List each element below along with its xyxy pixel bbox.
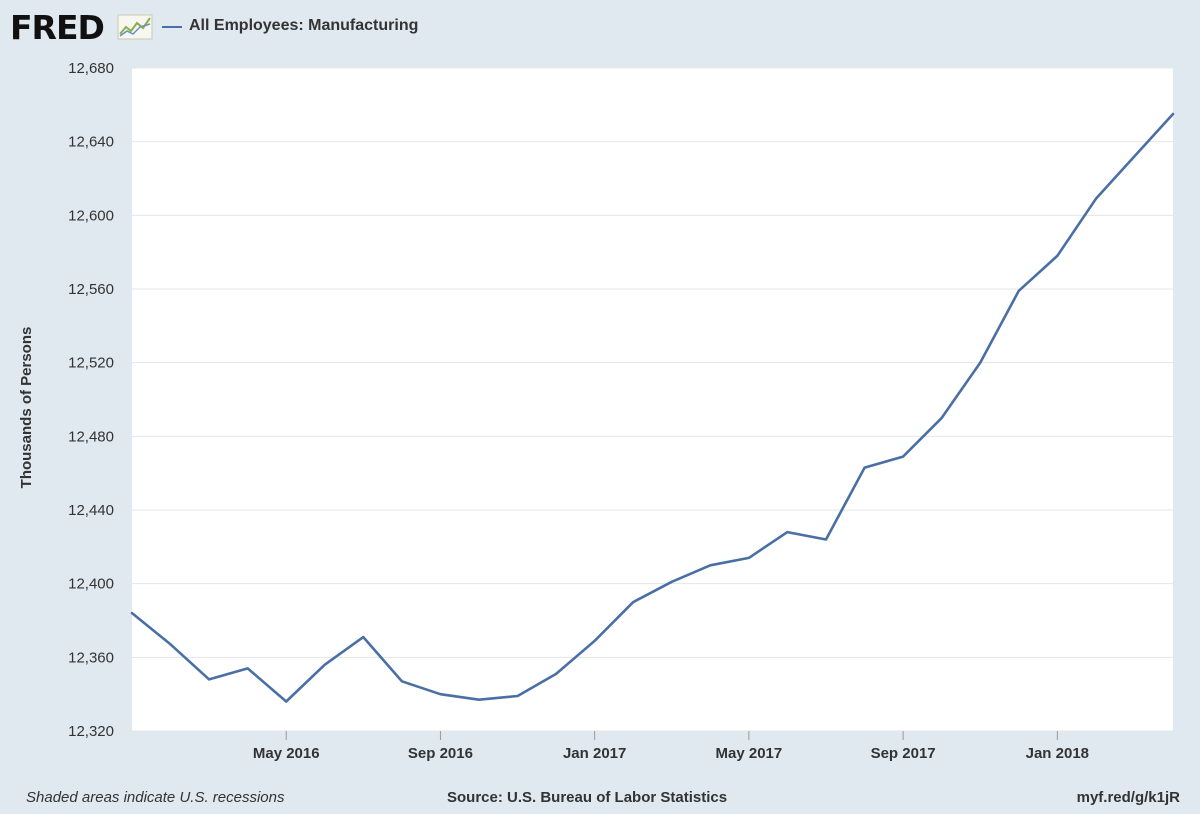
y-tick-label: 12,320 xyxy=(68,723,114,740)
grid-lines xyxy=(132,67,1173,732)
x-tick-label: Jan 2018 xyxy=(1026,745,1089,762)
x-tick-label: May 2017 xyxy=(716,745,783,762)
y-tick-label: 12,640 xyxy=(68,134,114,151)
x-tick-label: Sep 2016 xyxy=(408,745,473,762)
source-text: Source: U.S. Bureau of Labor Statistics xyxy=(447,789,728,806)
chart-header: FRED All Employees: Manufacturing xyxy=(0,0,1200,60)
short-link[interactable]: myf.red/g/k1jR xyxy=(1076,789,1180,806)
y-axis-label: Thousands of Persons xyxy=(18,327,35,489)
axis-ticks: 12,320 12,360 12,400 12,440 12,480 12,520 12,5… xyxy=(68,60,1089,762)
y-tick-label: 12,480 xyxy=(68,428,114,445)
x-tick-label: Jan 2017 xyxy=(563,745,626,762)
y-tick-label: 12,560 xyxy=(68,281,114,298)
y-tick-label: 12,680 xyxy=(68,60,114,77)
plot-area xyxy=(132,68,1173,731)
legend-label: All Employees: Manufacturing xyxy=(189,17,419,34)
y-tick-label: 12,400 xyxy=(68,576,114,593)
fred-logo: FRED xyxy=(10,8,105,47)
legend-swatch xyxy=(162,26,182,28)
y-tick-label: 12,360 xyxy=(68,649,114,666)
x-tick-label: Sep 2017 xyxy=(871,745,936,762)
fred-logo-graph-icon xyxy=(117,14,153,40)
series-layer xyxy=(130,112,1175,703)
series-line-manufacturing xyxy=(130,112,1175,703)
y-tick-label: 12,440 xyxy=(68,502,114,519)
recession-note: Shaded areas indicate U.S. recessions xyxy=(26,789,285,806)
y-tick-label: 12,600 xyxy=(68,207,114,224)
x-tick-label: May 2016 xyxy=(253,745,320,762)
y-tick-label: 12,520 xyxy=(68,355,114,372)
